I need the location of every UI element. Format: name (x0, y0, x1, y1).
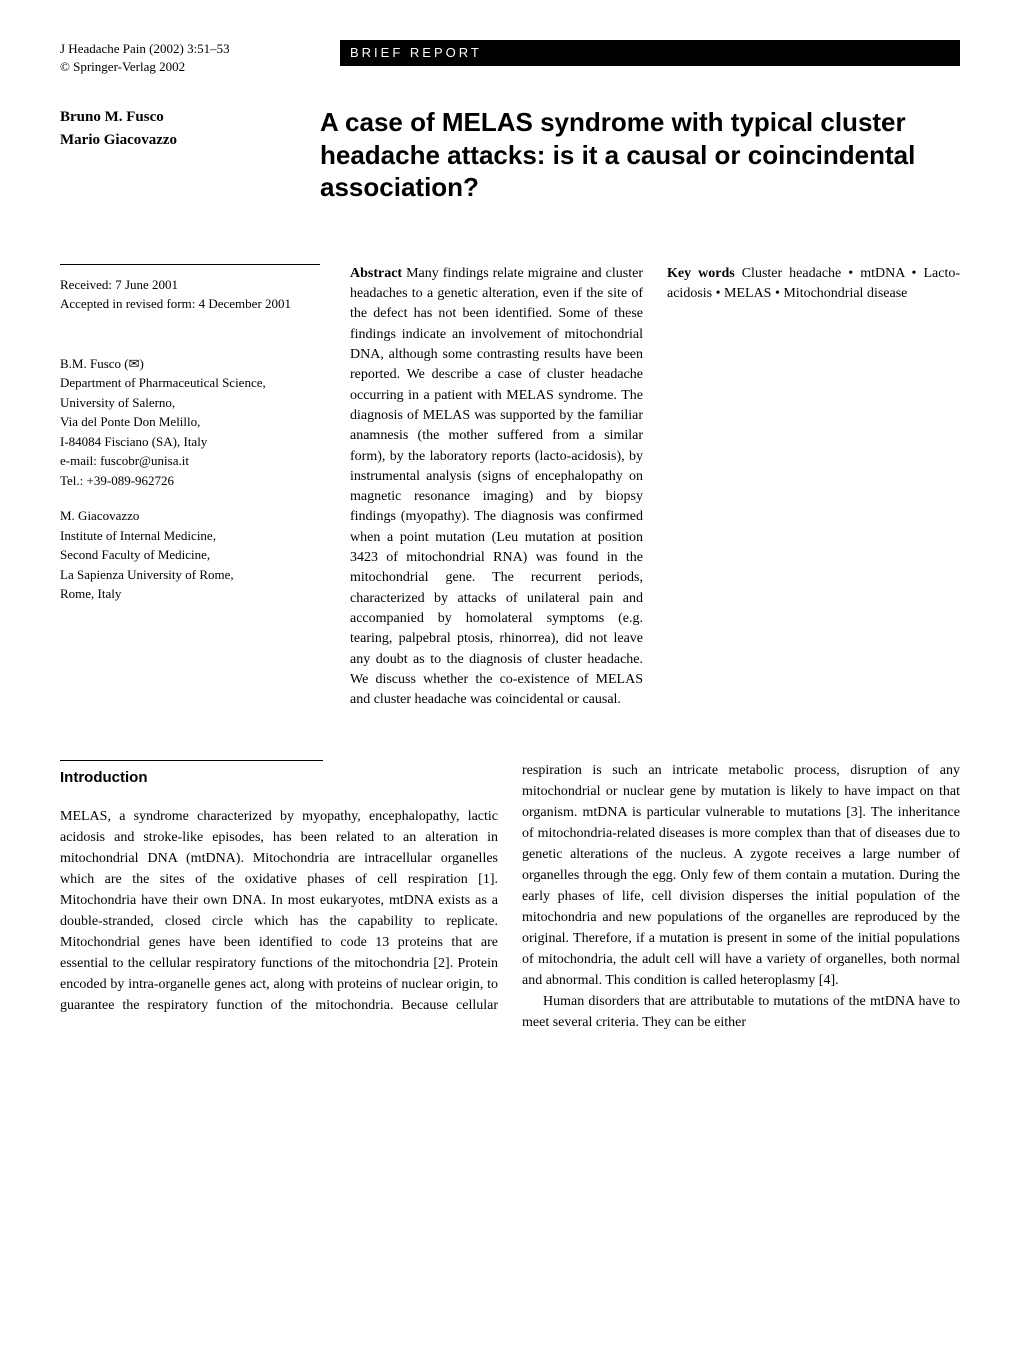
affiliation-line: Second Faculty of Medicine, (60, 545, 320, 565)
meta-abstract-row: Received: 7 June 2001 Accepted in revise… (60, 264, 960, 711)
affiliation-line: University of Salerno, (60, 393, 320, 413)
intro-paragraph: Human disorders that are attributable to… (522, 991, 960, 1033)
affiliation-line: La Sapienza University of Rome, (60, 565, 320, 585)
divider (60, 264, 320, 265)
meta-column: Received: 7 June 2001 Accepted in revise… (60, 264, 320, 711)
author-name: Bruno M. Fusco (60, 106, 280, 129)
affiliation-name: M. Giacovazzo (60, 506, 320, 526)
header-row: J Headache Pain (2002) 3:51–53 © Springe… (60, 40, 960, 76)
article-title: A case of MELAS syndrome with typical cl… (320, 106, 960, 204)
abstract-column: Abstract Many findings relate migraine a… (350, 264, 960, 711)
affiliation-line: Department of Pharmaceutical Science, (60, 373, 320, 393)
affiliation-line: Tel.: +39-089-962726 (60, 471, 320, 491)
affiliation-line: Via del Ponte Don Melillo, (60, 412, 320, 432)
affiliation-line: Rome, Italy (60, 584, 320, 604)
authors-title-row: Bruno M. Fusco Mario Giacovazzo A case o… (60, 106, 960, 204)
dates-block: Received: 7 June 2001 Accepted in revise… (60, 275, 320, 314)
section-banner: BRIEF REPORT (340, 40, 960, 66)
author-name: Mario Giacovazzo (60, 129, 280, 152)
affiliation-line: e-mail: fuscobr@unisa.it (60, 451, 320, 471)
journal-citation: J Headache Pain (2002) 3:51–53 (60, 40, 340, 58)
affiliation-block: B.M. Fusco (✉) Department of Pharmaceuti… (60, 354, 320, 491)
abstract-paragraph: Abstract Many findings relate migraine a… (350, 264, 643, 711)
abstract-label: Abstract (350, 266, 402, 281)
affiliation-block: M. Giacovazzo Institute of Internal Medi… (60, 506, 320, 604)
authors-block: Bruno M. Fusco Mario Giacovazzo (60, 106, 280, 204)
journal-copyright: © Springer-Verlag 2002 (60, 58, 340, 76)
affiliation-line: I-84084 Fisciano (SA), Italy (60, 432, 320, 452)
introduction-heading: Introduction (60, 760, 323, 790)
received-date: Received: 7 June 2001 (60, 275, 320, 295)
journal-info: J Headache Pain (2002) 3:51–53 © Springe… (60, 40, 340, 76)
affiliation-name: B.M. Fusco (✉) (60, 354, 320, 374)
introduction-section: Introduction MELAS, a syndrome character… (60, 760, 960, 1033)
abstract-body: Many findings relate migraine and cluste… (350, 266, 643, 707)
accepted-date: Accepted in revised form: 4 December 200… (60, 294, 320, 314)
affiliation-line: Institute of Internal Medicine, (60, 526, 320, 546)
keywords-paragraph: Key words Cluster headache • mtDNA • Lac… (667, 264, 960, 305)
keywords-label: Key words (667, 266, 735, 281)
